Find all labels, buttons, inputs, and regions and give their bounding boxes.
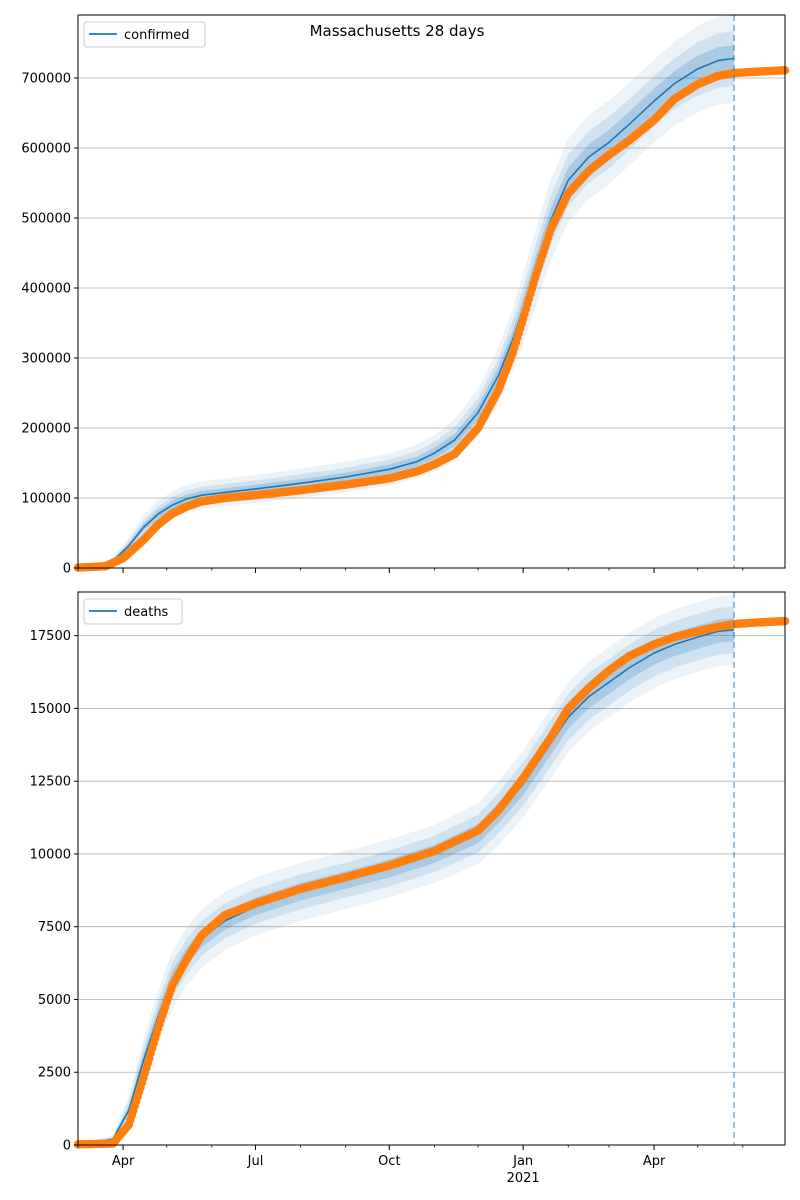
deaths-axes-frame [77,591,786,1146]
deaths-legend-box [83,598,183,625]
confirmed-observed-points [73,66,790,572]
confirmed-y-tick-label-5: 500000 [21,212,71,227]
confirmed-band [78,13,735,569]
deaths-y-tick-label-4: 10000 [30,847,71,862]
confirmed-band-0 [78,45,735,568]
deaths-x-axis: Apr Jul Oct Jan Apr [77,1145,744,1169]
confirmed-grid [78,77,785,499]
confirmed-band-1 [78,31,735,568]
deaths-x-tick-label-1: Jul [247,1154,264,1169]
confirmed-axes-frame [77,14,786,569]
confirmed-panel: 0 100000 200000 300000 400000 500000 600000 700… [21,13,790,577]
deaths-y-tick-label-5: 12500 [30,775,71,790]
deaths-x-tick-label-2: Oct [378,1154,400,1169]
confirmed-y-axis: 0 100000 200000 300000 400000 500000 600000 700… [21,72,78,577]
deaths-observed-points [73,616,790,1149]
confirmed-y-tick-label-3: 300000 [21,352,71,367]
deaths-x-tick-label-3: Jan [512,1154,533,1169]
confirmed-y-tick-label-6: 600000 [21,142,71,157]
deaths-panel: 0 2500 5000 7500 10000 12500 15000 17500 Apr Jul… [30,591,790,1169]
confirmed-legend-box [83,21,206,48]
deaths-y-tick-label-6: 15000 [30,702,71,717]
confirmed-legend-label: confirmed [124,28,190,43]
confirmed-band-2 [78,13,735,569]
deaths-legend-label: deaths [124,605,169,620]
deaths-y-tick-label-2: 5000 [38,993,71,1008]
confirmed-x-axis [77,568,744,573]
deaths-band [78,594,735,1145]
confirmed-y-tick-label-7: 700000 [21,72,71,87]
deaths-x-tick-label-0: Apr [112,1154,135,1169]
figure-title: Massachusetts 28 days [310,22,485,40]
deaths-y-tick-label-7: 17500 [30,629,71,644]
deaths-y-axis: 0 2500 5000 7500 10000 12500 15000 17500 [30,629,78,1154]
deaths-band-1 [78,606,735,1145]
confirmed-y-tick-label-0: 0 [63,562,71,577]
confirmed-legend: confirmed [83,21,206,48]
deaths-y-tick-label-3: 7500 [38,920,71,935]
deaths-legend: deaths [83,598,183,625]
confirmed-y-tick-label-4: 400000 [21,282,71,297]
deaths-band-2 [78,594,735,1145]
confirmed-model-polyline [77,57,735,569]
deaths-y-tick-label-1: 2500 [38,1066,71,1081]
confirmed-y-tick-label-2: 200000 [21,422,71,437]
x-axis-year-label: 2021 [507,1171,540,1186]
deaths-grid [78,635,785,1073]
confirmed-y-tick-label-1: 100000 [21,492,71,507]
confirmed-model-line [77,57,735,569]
deaths-y-tick-label-0: 0 [63,1139,71,1154]
deaths-x-tick-label-4: Apr [643,1154,666,1169]
